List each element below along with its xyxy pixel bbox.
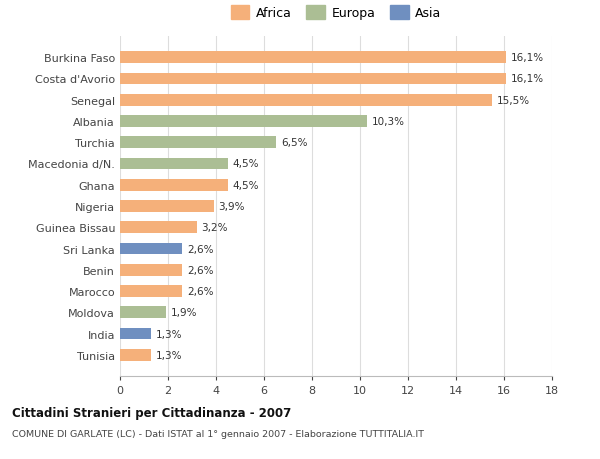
Bar <box>120 285 182 297</box>
Text: 2,6%: 2,6% <box>187 244 214 254</box>
Bar <box>120 349 151 361</box>
Text: 16,1%: 16,1% <box>511 53 544 63</box>
Bar <box>120 264 182 276</box>
Text: 15,5%: 15,5% <box>497 95 530 106</box>
Text: COMUNE DI GARLATE (LC) - Dati ISTAT al 1° gennaio 2007 - Elaborazione TUTTITALIA: COMUNE DI GARLATE (LC) - Dati ISTAT al 1… <box>12 429 424 438</box>
Text: 2,6%: 2,6% <box>187 286 214 297</box>
Bar <box>120 179 228 191</box>
Bar <box>120 73 506 85</box>
Text: 1,3%: 1,3% <box>156 350 182 360</box>
Text: 3,9%: 3,9% <box>218 202 245 212</box>
Text: Cittadini Stranieri per Cittadinanza - 2007: Cittadini Stranieri per Cittadinanza - 2… <box>12 406 291 419</box>
Text: 2,6%: 2,6% <box>187 265 214 275</box>
Legend: Africa, Europa, Asia: Africa, Europa, Asia <box>227 2 445 24</box>
Text: 10,3%: 10,3% <box>372 117 405 127</box>
Bar <box>120 222 197 234</box>
Text: 4,5%: 4,5% <box>233 159 259 169</box>
Text: 3,2%: 3,2% <box>202 223 228 233</box>
Bar <box>120 243 182 255</box>
Bar <box>120 52 506 64</box>
Text: 1,9%: 1,9% <box>170 308 197 318</box>
Bar <box>120 95 492 106</box>
Bar <box>120 158 228 170</box>
Bar <box>120 201 214 213</box>
Text: 1,3%: 1,3% <box>156 329 182 339</box>
Bar <box>120 116 367 128</box>
Text: 6,5%: 6,5% <box>281 138 307 148</box>
Bar <box>120 307 166 319</box>
Bar <box>120 137 276 149</box>
Bar <box>120 328 151 340</box>
Text: 16,1%: 16,1% <box>511 74 544 84</box>
Text: 4,5%: 4,5% <box>233 180 259 190</box>
